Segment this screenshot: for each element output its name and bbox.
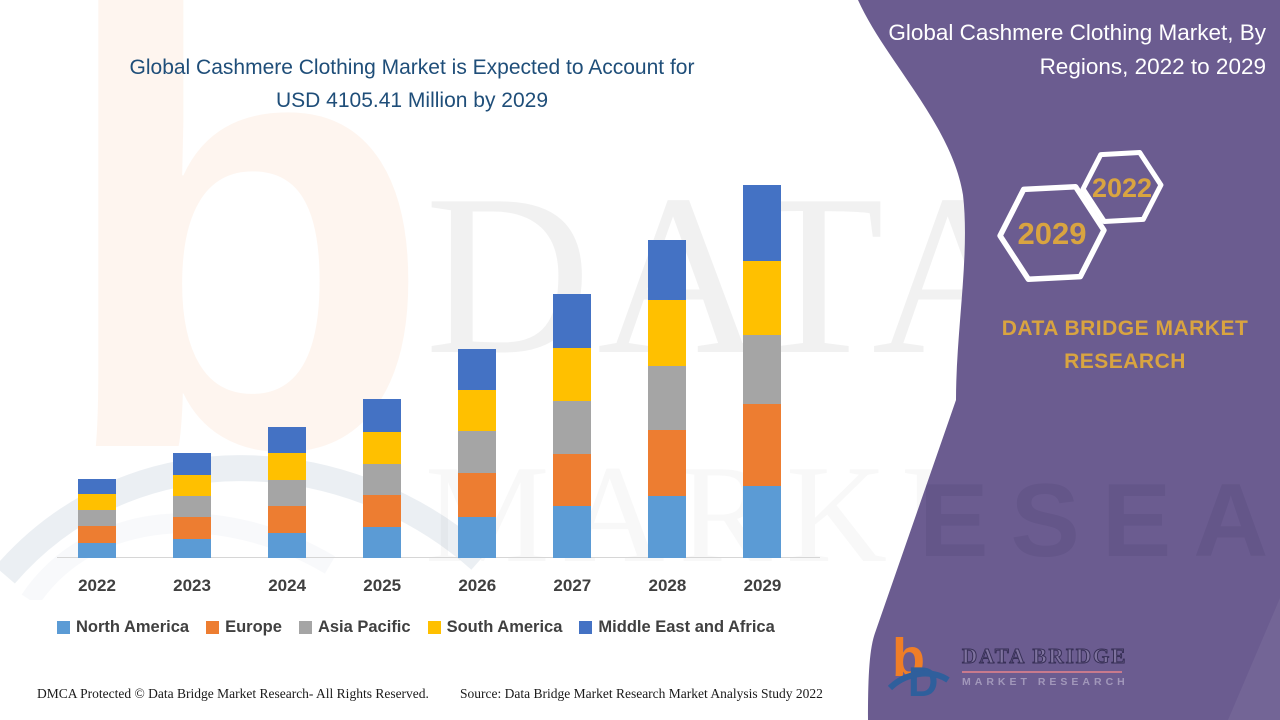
bar-segment [173,474,212,496]
legend-item: Europe [206,618,282,637]
bar-segment [78,478,116,495]
legend-label: South America [446,618,563,636]
legend-swatch [579,621,593,634]
bar-segment [553,505,592,558]
bar-segment [78,526,116,543]
footer-source-text: Source: Data Bridge Market Research Mark… [460,686,823,701]
legend-item: Asia Pacific [298,618,411,637]
legend-label: Asia Pacific [317,618,411,636]
bar-segment [743,260,782,336]
bar-segment [268,479,307,506]
bar-segment [173,495,212,517]
bar-segment [553,294,592,348]
legend-label: Middle East and Africa [598,618,775,636]
legend-item: North America [57,618,189,637]
x-axis-line [57,557,820,558]
bar-segment [363,464,402,496]
watermark-swoosh-arc [0,455,489,600]
watermark-research-text: RESEARCH [822,463,1280,579]
bar-segment [458,390,497,431]
bar-segment [743,184,782,261]
logo-brand-text: DATA BRIDGE [962,644,1128,669]
bar-segment [743,335,782,405]
bar-segment [173,516,212,539]
legend-item: South America [427,618,563,637]
legend-label: Europe [225,618,282,636]
chart-title-line2: USD 4105.41 Million by 2029 [276,88,548,112]
sidebar-title-line2: Regions, 2022 to 2029 [1039,53,1266,79]
legend-item: Middle East and Africa [579,618,775,637]
x-axis-label: 2027 [553,576,592,595]
sidebar-title: Global Cashmere Clothing Market, By Regi… [846,16,1266,84]
x-axis-label: 2025 [363,576,402,595]
legend-swatch [298,621,312,634]
sidebar-title-line1: Global Cashmere Clothing Market, By [888,20,1266,45]
brand-name-line1: DATA BRIDGE MARKET [1001,317,1249,340]
dbmr-logo: b D DATA BRIDGE MARKET RESEARCH [888,630,1129,702]
bar-segment [268,426,307,453]
x-axis-label: 2022 [78,576,116,595]
footer-dmca-text: DMCA Protected © Data Bridge Market Rese… [37,686,429,701]
chart-legend: North America Europe Asia Pacific South Ame… [57,618,775,637]
bar-segment [268,453,307,480]
bar-segment [268,532,307,558]
hexagon-2022-label: 2022 [1092,173,1152,203]
bar-segment [743,486,782,558]
bar-segment [648,300,687,367]
bar-segment [363,431,402,464]
bar-segment [743,404,782,487]
bar-segment [553,400,592,454]
bar-segment [363,398,402,432]
bar-segment [363,527,402,558]
bar-segment [553,348,592,401]
bar-segment [268,505,307,533]
x-axis-label: 2029 [743,576,782,595]
bar-segment [458,517,497,558]
bar-segment [458,473,497,518]
chart-title-line1: Global Cashmere Clothing Market is Expec… [129,56,695,79]
bar-segment [173,453,212,475]
bar-segment [648,366,687,431]
legend-swatch [57,621,70,634]
legend-swatch [427,621,441,634]
bar-segment [553,454,592,506]
bar-segment [78,494,116,511]
x-axis-label: 2028 [648,576,687,595]
bar-segment [648,240,687,301]
bar-segment [648,496,687,558]
bar-segment [173,538,212,558]
watermark-market-text: MARKE [425,437,1001,592]
legend-swatch [206,621,220,634]
x-axis-label: 2024 [268,576,307,595]
bar-segment [648,430,687,497]
x-axis-label: 2026 [458,576,497,595]
dbmr-logo-icon: b D [888,630,950,702]
hexagon-2029-label: 2029 [1018,216,1087,251]
year-hexagons: 2022 2029 [997,150,1164,283]
chart-title: Global Cashmere Clothing Market is Expec… [50,52,774,117]
legend-label: North America [76,618,190,636]
bar-segment [458,348,497,391]
bar-segment [78,510,116,527]
brand-name: DATA BRIDGE MARKET RESEARCH [975,313,1275,378]
bar-segment [363,495,402,528]
brand-name-line2: RESEARCH [1064,349,1186,373]
x-axis-label: 2023 [173,576,211,595]
bar-segment [78,542,116,558]
bar-segment [458,430,497,474]
logo-underline [962,671,1122,673]
svg-text:D: D [908,658,938,702]
logo-sub-text: MARKET RESEARCH [962,676,1129,688]
